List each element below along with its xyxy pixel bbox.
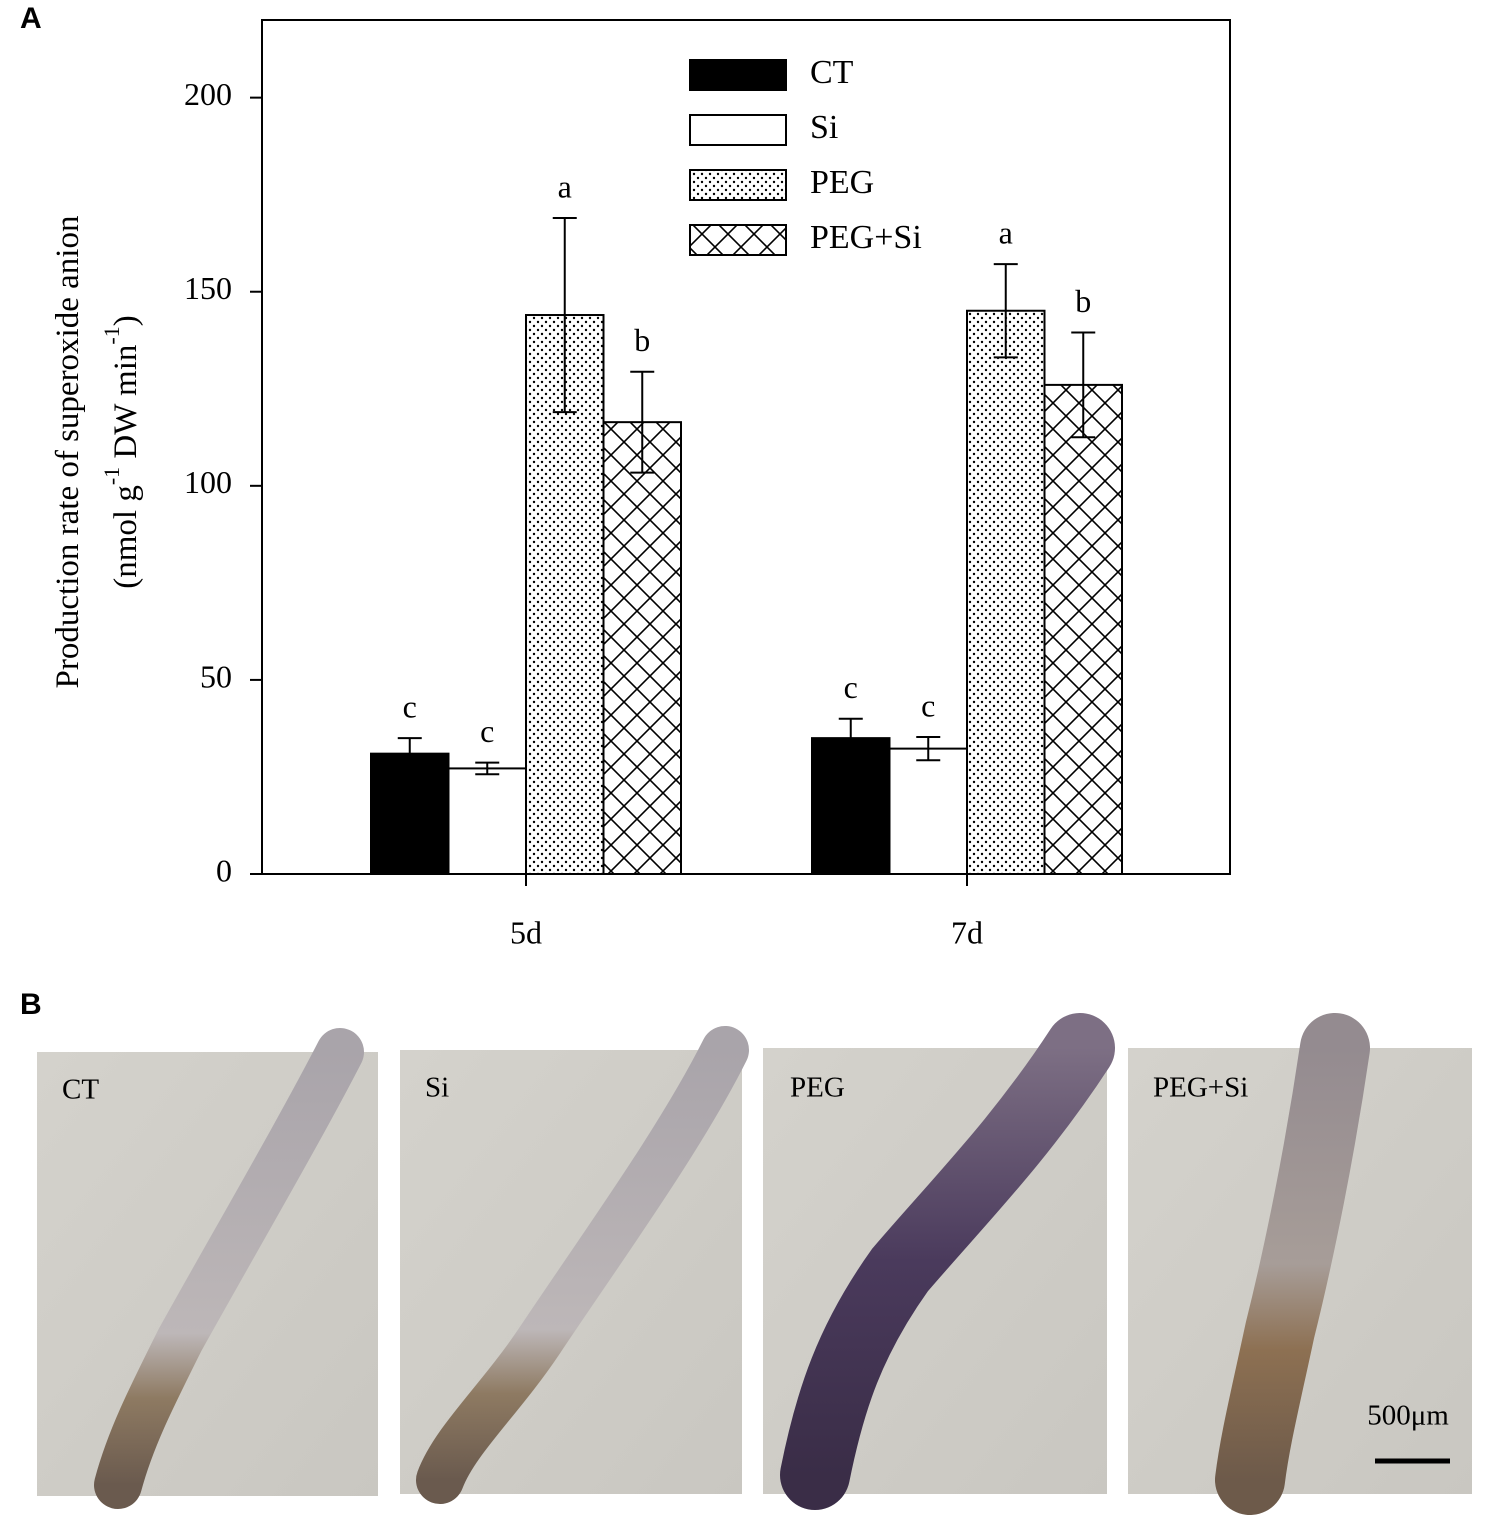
y-tick-label: 150 xyxy=(184,270,232,306)
legend-label: PEG xyxy=(810,164,874,201)
scale-bar-label: 500μm xyxy=(1367,1400,1449,1432)
significance-letter: a xyxy=(999,215,1013,251)
bar xyxy=(888,747,968,875)
y-tick-label: 50 xyxy=(200,658,232,694)
photo: PEG xyxy=(763,1013,1115,1510)
photo: PEG+Si 500μm xyxy=(1128,1013,1472,1515)
legend-swatch xyxy=(689,59,787,91)
y-tick-label: 0 xyxy=(216,852,232,888)
photo-label: CT xyxy=(62,1074,99,1106)
error-bar xyxy=(993,263,1018,359)
y-axis-label: (nmol g-1 DW min-1) xyxy=(99,315,144,588)
significance-letter: b xyxy=(1075,283,1091,319)
chart: Production rate of superoxide anion (nmo… xyxy=(50,19,1231,950)
y-label-text: -1 xyxy=(99,326,124,344)
error-bar xyxy=(916,735,941,762)
y-tick-label: 200 xyxy=(184,76,232,112)
photo-panels: CT Si PEG PEG+Si 500μm xyxy=(37,1013,1472,1515)
bar xyxy=(447,767,527,876)
panel-label: B xyxy=(20,988,42,1021)
significance-letter: c xyxy=(921,687,935,723)
y-axis-label: Production rate of superoxide anion xyxy=(50,216,86,689)
photo-label: Si xyxy=(425,1072,449,1104)
y-label-text: -1 xyxy=(99,467,124,485)
legend-swatch xyxy=(689,169,787,201)
y-label-text: ) xyxy=(108,315,144,326)
significance-letter: c xyxy=(844,669,858,705)
bar xyxy=(966,309,1046,875)
error-bar xyxy=(552,216,577,414)
y-label-text: (nmol g xyxy=(108,485,144,589)
photo: CT xyxy=(37,1028,378,1509)
error-bar xyxy=(475,761,500,776)
y-label-text: Production rate of superoxide anion xyxy=(50,216,86,689)
y-tick-label: 100 xyxy=(184,464,232,500)
significance-letter: c xyxy=(403,688,417,724)
x-tick-label: 7d xyxy=(951,914,983,950)
y-label-text: DW min xyxy=(108,345,144,467)
panel-label: A xyxy=(20,2,42,35)
significance-letter: c xyxy=(480,713,494,749)
error-bar xyxy=(630,370,655,474)
legend-label: Si xyxy=(810,109,838,146)
error-bar xyxy=(838,717,863,759)
legend-swatch xyxy=(689,114,787,146)
error-bar xyxy=(397,737,422,771)
bar xyxy=(602,421,682,875)
x-tick-label: 5d xyxy=(510,914,542,950)
bar xyxy=(370,752,450,875)
photo-label: PEG+Si xyxy=(1153,1072,1248,1104)
legend-swatch xyxy=(689,224,787,256)
bar xyxy=(1043,383,1123,875)
error-bar xyxy=(1071,331,1096,439)
significance-letter: a xyxy=(558,168,572,204)
photo-label: PEG xyxy=(790,1072,845,1104)
significance-letter: b xyxy=(634,322,650,358)
photo: Si xyxy=(400,1026,749,1504)
legend-label: PEG+Si xyxy=(810,219,922,256)
legend-label: CT xyxy=(810,54,854,91)
plot-frame xyxy=(261,19,1231,875)
bar xyxy=(811,737,891,875)
